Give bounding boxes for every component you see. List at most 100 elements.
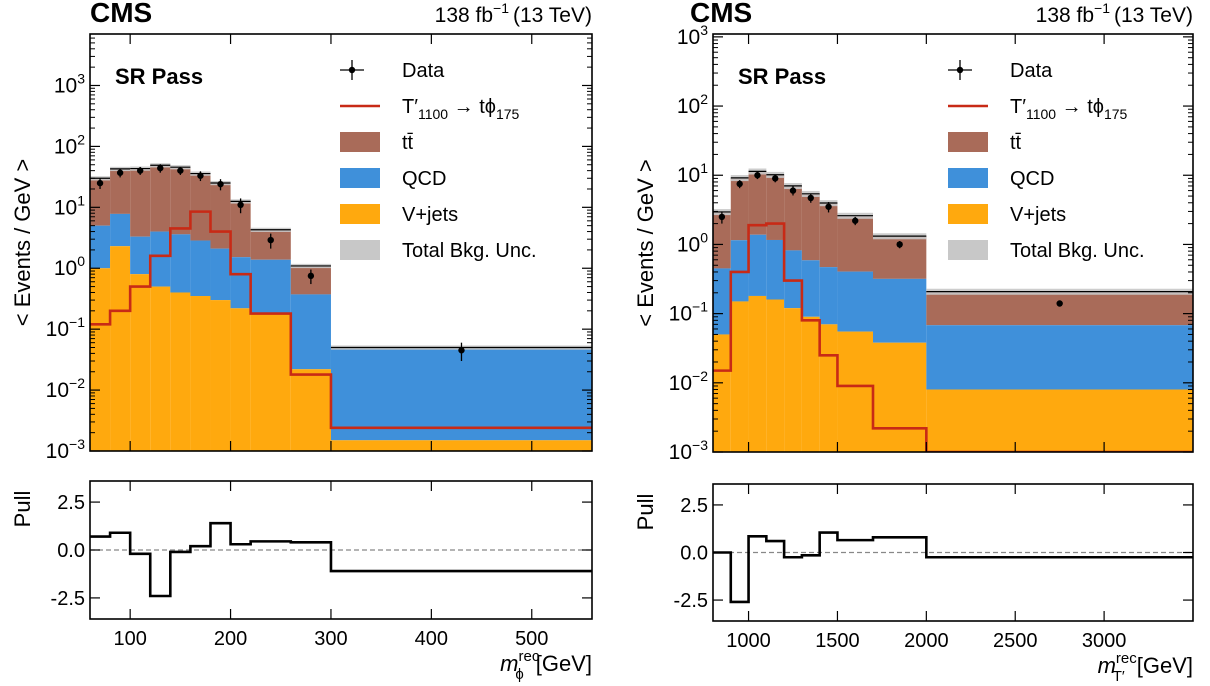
legend-ttbar-label: tt̄ — [402, 132, 414, 154]
legend-ttbar-swatch — [948, 132, 988, 152]
ttbar-bar — [801, 193, 820, 261]
vjets-bar — [150, 286, 171, 451]
y-tick-exponent: −1 — [692, 299, 708, 315]
qcd-bar — [873, 278, 927, 343]
y-tick-exponent: −2 — [69, 375, 85, 391]
qcd-bar — [748, 234, 767, 296]
x-tick-label: 1000 — [726, 630, 771, 652]
qcd-bar — [250, 259, 291, 314]
y-tick-label: 102 — [677, 91, 708, 118]
data-point — [96, 179, 104, 187]
y-tick-label: 102 — [54, 131, 85, 158]
data-point — [736, 180, 743, 188]
y-tick-exponent: 2 — [700, 91, 708, 107]
pull-area — [90, 521, 592, 598]
y-tick-label: 10−2 — [46, 375, 86, 402]
signal-label-sub: 1100 — [1026, 106, 1056, 122]
ttbar-bar — [730, 177, 749, 241]
qcd-bar — [210, 248, 231, 301]
data-point — [197, 172, 204, 179]
pull-y-axis-title: Pull — [633, 494, 658, 531]
vjets-bar — [873, 342, 927, 452]
legend-qcd-swatch — [340, 168, 380, 188]
y-tick-label: 103 — [677, 22, 708, 49]
plot-area — [90, 163, 592, 451]
legend-unc-label: Total Bkg. Unc. — [1010, 240, 1145, 262]
qcd-bar — [170, 234, 191, 293]
vjets-bar — [837, 331, 873, 452]
ttbar-bar — [713, 211, 731, 269]
legend-signal-label: T′1100 → tϕ175 — [1010, 96, 1128, 122]
luminosity-exponent: −1 — [1094, 0, 1110, 16]
qcd-bar — [290, 294, 331, 370]
y-axis-title: < Events / GeV > — [633, 159, 658, 327]
x-tick-label: 1500 — [815, 630, 860, 652]
ttbar-bar — [819, 203, 838, 268]
y-tick-mantissa: 10 — [46, 379, 69, 402]
signal-label-main: T′ — [1010, 96, 1026, 118]
legend-vjets-swatch — [948, 204, 988, 224]
vjets-bar — [170, 292, 191, 451]
data-point — [458, 347, 465, 354]
data-point — [852, 217, 859, 224]
vjets-bar — [766, 299, 785, 452]
data-point — [718, 213, 726, 221]
qcd-bar — [190, 240, 211, 297]
y-tick-label: 10−3 — [669, 437, 709, 464]
qcd-bar — [784, 250, 802, 309]
y-tick-exponent: 3 — [700, 22, 708, 38]
legend-ttbar-label: tt̄ — [1010, 132, 1022, 154]
legend-vjets-swatch — [340, 204, 380, 224]
vjets-bar — [130, 274, 151, 451]
x-tick-label: 400 — [415, 628, 448, 650]
data-point — [307, 272, 315, 280]
plot-area — [713, 168, 1193, 452]
y-tick-label: 100 — [54, 253, 85, 280]
x-title-sup: rec — [519, 648, 540, 665]
pull-area — [713, 531, 1193, 604]
vjets-bar — [926, 389, 1193, 452]
vjets-bar — [801, 316, 820, 452]
qcd-bar — [837, 271, 873, 332]
legend-data-label: Data — [402, 60, 445, 82]
ttbar-bar — [784, 185, 802, 251]
legend: Data T′1100 → tϕ175 tt̄ QCD V+jets Total Bkg.… — [948, 60, 1145, 262]
legend-unc-swatch — [340, 240, 380, 260]
y-tick-mantissa: 10 — [677, 26, 700, 49]
y-tick-label: 101 — [54, 192, 85, 219]
data-point — [217, 180, 224, 188]
x-title-sub: ϕ — [515, 666, 523, 683]
qcd-bar — [819, 267, 838, 325]
vjets-bar — [819, 324, 838, 452]
y-tick-exponent: 0 — [700, 229, 708, 245]
legend-unc-label: Total Bkg. Unc. — [402, 240, 537, 262]
qcd-bar — [713, 268, 731, 335]
legend-qcd-label: QCD — [402, 168, 446, 190]
y-tick-mantissa: 10 — [54, 257, 77, 280]
signal-line — [90, 210, 592, 430]
x-tick-label: 2000 — [904, 630, 949, 652]
y-tick-label: 10−3 — [46, 436, 86, 463]
qcd-bar — [766, 239, 785, 300]
signal-label-sub2: 175 — [496, 106, 520, 122]
data-point — [896, 241, 903, 248]
vjets-bar — [230, 308, 251, 451]
vjets-bar — [210, 300, 231, 451]
y-tick-exponent: 0 — [77, 253, 85, 269]
y-axis-title: < Events / GeV > — [10, 159, 35, 327]
data-point — [267, 236, 274, 244]
y-tick-exponent: −3 — [69, 436, 85, 452]
vjets-bar — [250, 313, 291, 451]
y-tick-label: 101 — [677, 160, 708, 187]
pull-y-tick-label: 0.0 — [57, 540, 85, 562]
data-point — [825, 203, 832, 210]
signal-label-sub: 1100 — [418, 106, 448, 122]
cms-label: CMS — [90, 0, 152, 28]
legend-unc-swatch — [948, 240, 988, 260]
qcd-bar — [330, 347, 592, 441]
y-tick-mantissa: 10 — [46, 440, 69, 463]
y-tick-exponent: −2 — [692, 368, 708, 384]
